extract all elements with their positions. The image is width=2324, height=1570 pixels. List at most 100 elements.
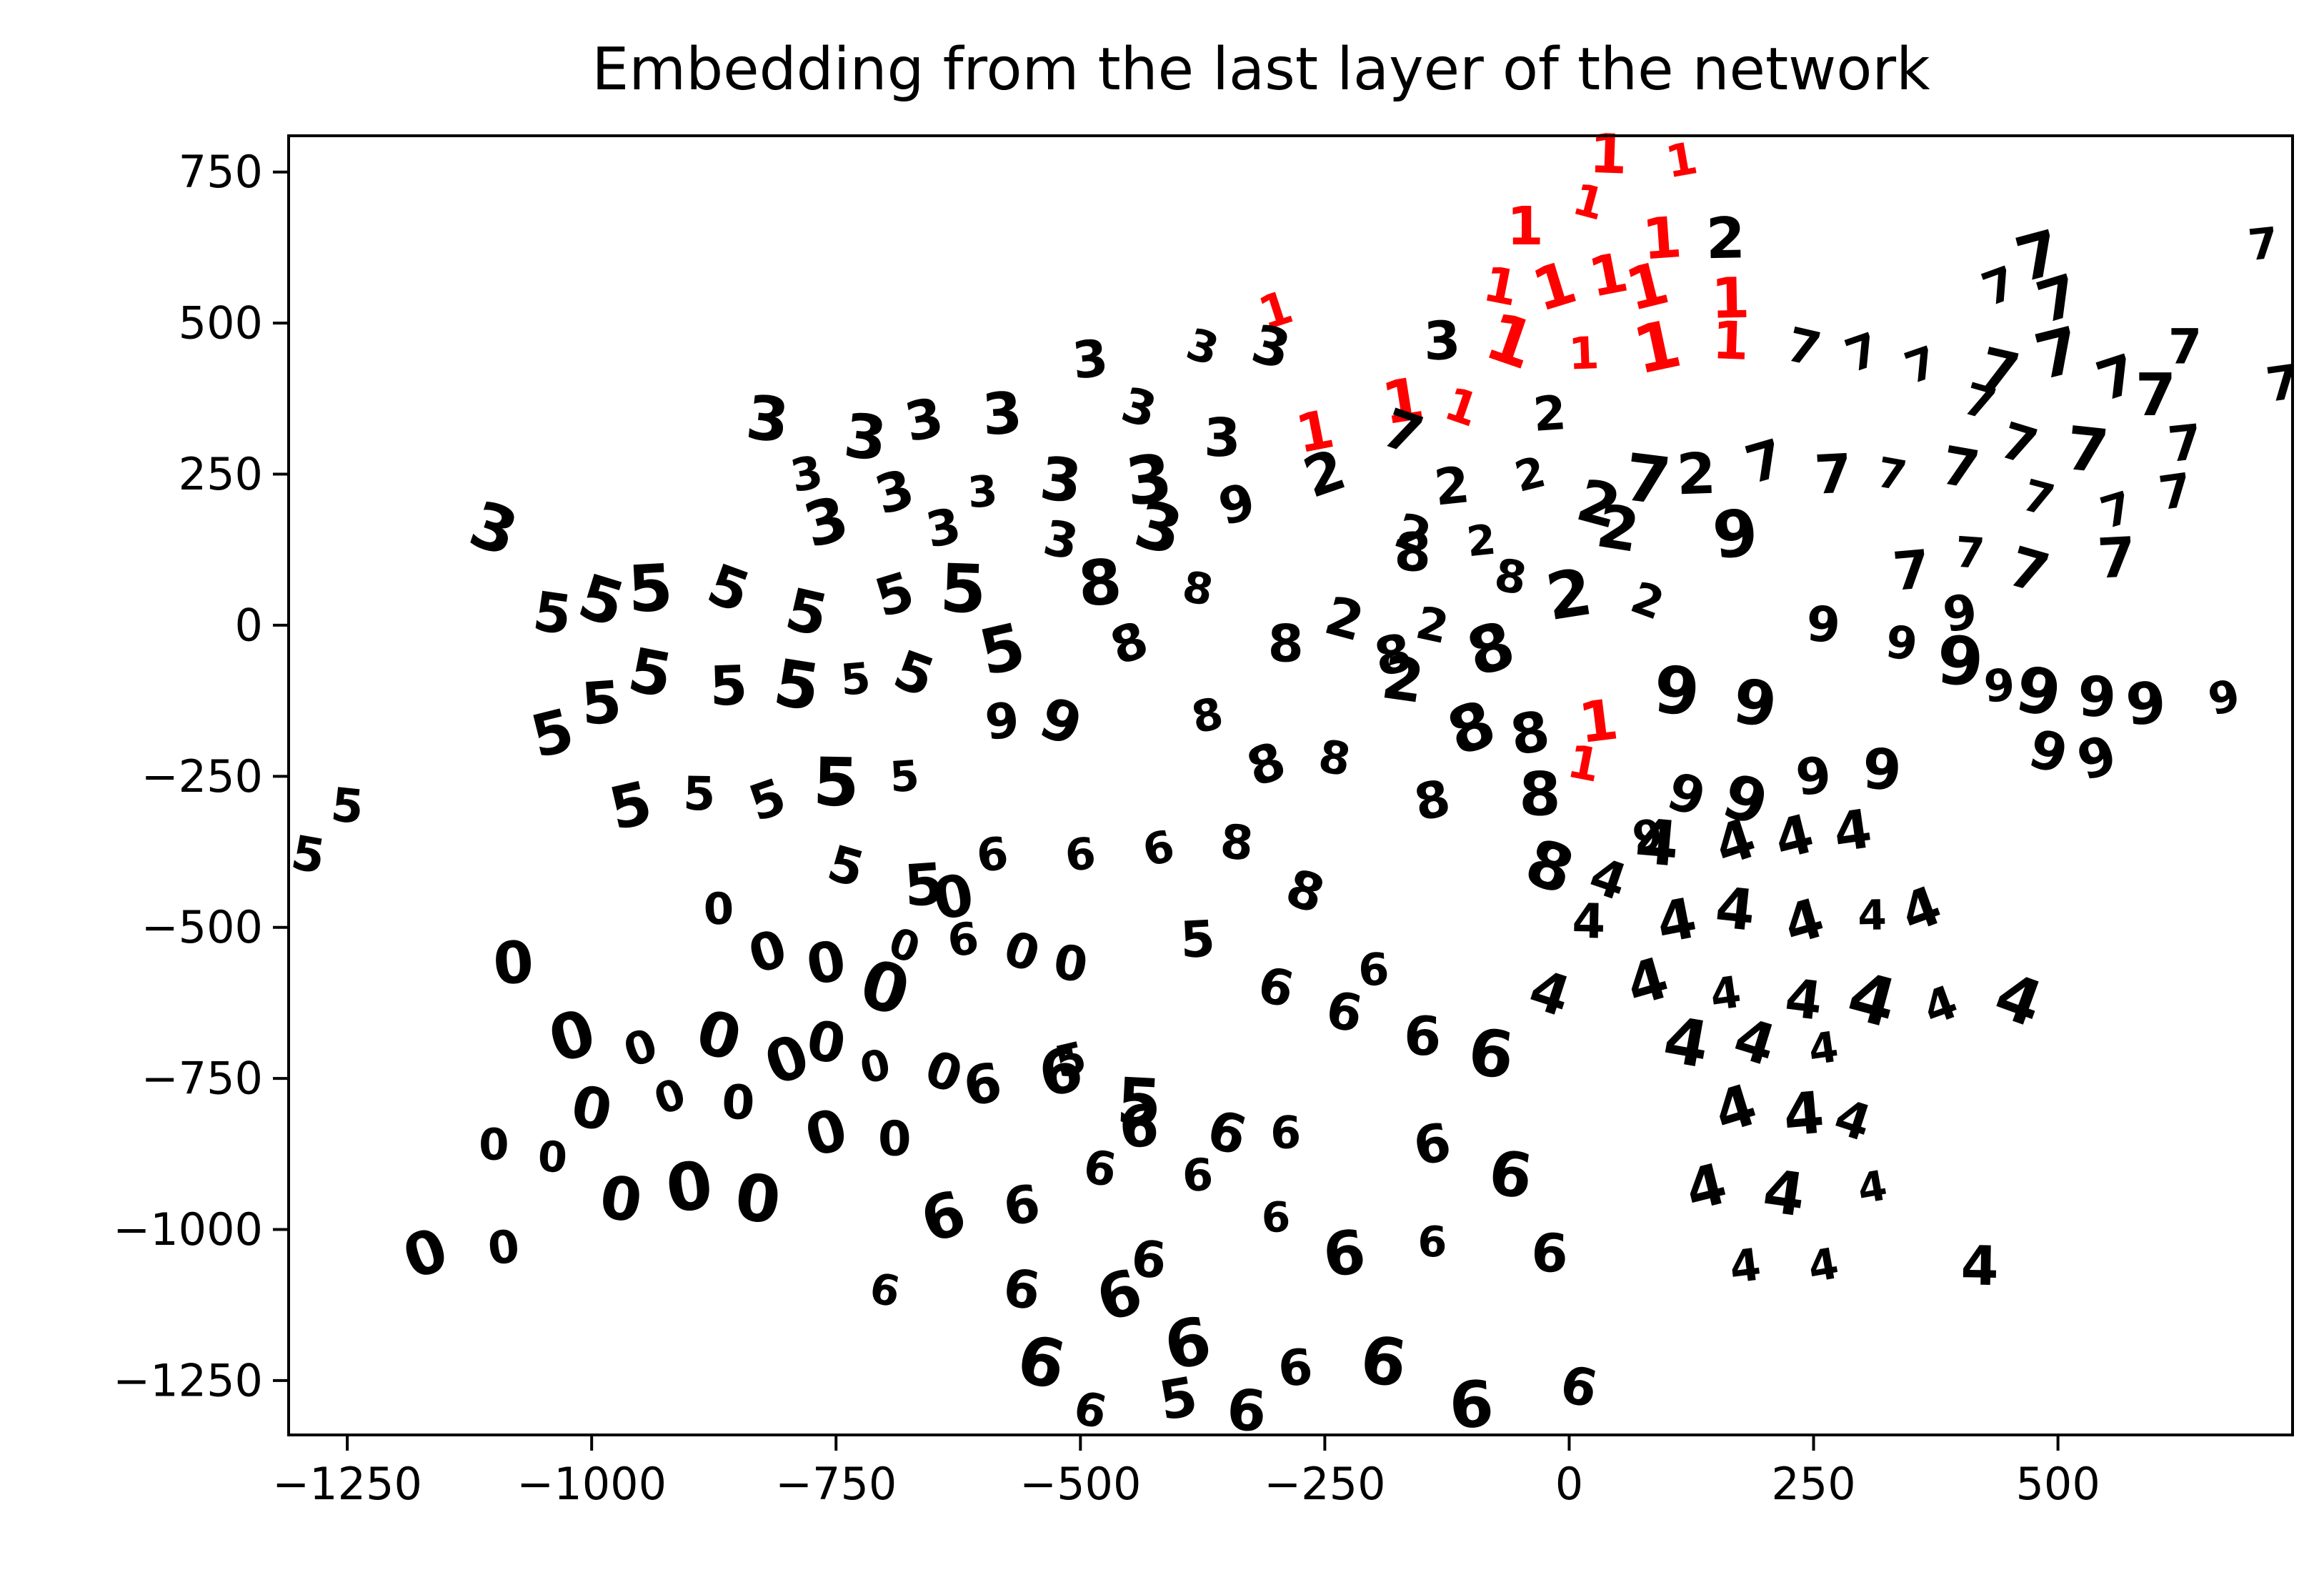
digit-point: 2 xyxy=(1432,455,1472,517)
digit-point: 0 xyxy=(703,883,735,935)
digit-point: 7 xyxy=(2263,354,2303,413)
digit-point: 6 xyxy=(1276,1338,1315,1398)
digit-point: 2 xyxy=(1675,441,1717,508)
digit-point: 6 xyxy=(1062,828,1098,882)
digit-point: 3 xyxy=(1069,328,1111,391)
digit-point: 6 xyxy=(1417,1217,1447,1266)
digit-point: 1 xyxy=(1710,267,1750,332)
digit-point: 7 xyxy=(2165,414,2205,474)
digit-point: 3 xyxy=(1422,310,1461,373)
y-tick-label: −1250 xyxy=(113,1354,263,1406)
digit-point: 7 xyxy=(2096,526,2138,592)
digit-point: 5 xyxy=(682,767,716,822)
x-tick-label: −750 xyxy=(775,1458,897,1510)
digit-point: 6 xyxy=(1356,1322,1411,1403)
y-tick-label: −250 xyxy=(141,750,263,803)
digit-point: 4 xyxy=(1707,967,1744,1021)
digit-point: 0 xyxy=(491,929,536,999)
digit-point: 3 xyxy=(1037,444,1085,517)
digit-point: 6 xyxy=(974,827,1011,883)
digit-point: 9 xyxy=(1935,622,1986,702)
digit-point: 9 xyxy=(1729,665,1781,742)
digit-point: 2 xyxy=(1465,515,1498,567)
chart-title: Embedding from the last layer of the net… xyxy=(592,36,1930,104)
digit-point: 0 xyxy=(537,1132,569,1183)
digit-point: 4 xyxy=(1727,1238,1764,1293)
x-tick-label: 500 xyxy=(2015,1458,2100,1510)
digit-point: 6 xyxy=(1447,1366,1495,1443)
digit-point: 9 xyxy=(1709,495,1761,575)
digit-point: 6 xyxy=(1485,1137,1537,1213)
digit-point: 1 xyxy=(1567,327,1600,379)
digit-point: 7 xyxy=(1620,440,1675,520)
axes-frame xyxy=(287,134,2294,1436)
digit-point: 6 xyxy=(1465,1014,1518,1094)
y-tick-label: 500 xyxy=(179,297,263,349)
digit-point: 6 xyxy=(1357,943,1390,996)
digit-point: 3 xyxy=(841,400,890,475)
digit-point: 5 xyxy=(1114,1064,1163,1141)
digit-point: 2 xyxy=(1531,385,1567,442)
digit-point: 9 xyxy=(1651,652,1702,731)
digit-point: 4 xyxy=(1632,805,1682,881)
digit-point: 3 xyxy=(980,379,1024,449)
y-tick-label: 0 xyxy=(235,599,263,651)
digit-point: 7 xyxy=(1890,539,1932,603)
x-tick-label: 250 xyxy=(1771,1458,1855,1510)
digit-point: 5 xyxy=(839,653,873,705)
digit-point: 9 xyxy=(1630,810,1665,863)
digit-point: 0 xyxy=(662,1146,717,1228)
digit-point: 6 xyxy=(1129,1229,1169,1291)
digit-point: 5 xyxy=(709,653,749,718)
digit-point: 9 xyxy=(1861,737,1903,804)
y-tick-label: −750 xyxy=(141,1053,263,1105)
digit-point: 6 xyxy=(1270,1107,1301,1159)
digit-point: 9 xyxy=(982,692,1022,752)
digit-point: 4 xyxy=(1805,1022,1841,1075)
digit-point: 5 xyxy=(812,743,860,821)
x-axis: −1250 −1000 −750 −500 −250 0 250 500 xyxy=(272,1435,2100,1510)
digit-point: 0 xyxy=(485,1220,522,1276)
digit-point: 6 xyxy=(1403,1004,1442,1068)
digit-point: 7 xyxy=(2246,218,2281,271)
digit-point: 5 xyxy=(939,550,987,628)
digit-point: 1 xyxy=(1711,310,1750,372)
digit-point: 0 xyxy=(479,1120,509,1171)
digit-point: 9 xyxy=(2123,669,2169,738)
digit-point: 8 xyxy=(1268,613,1304,673)
digit-point: 8 xyxy=(1076,545,1124,621)
y-tick-label: −500 xyxy=(141,901,263,953)
digit-point: 1 xyxy=(1507,196,1544,257)
digit-point: 3 xyxy=(1122,439,1177,521)
x-tick-label: −1250 xyxy=(272,1458,422,1510)
y-tick-label: 750 xyxy=(179,146,263,198)
digit-point: 6 xyxy=(1530,1222,1569,1285)
x-tick-label: −500 xyxy=(1019,1458,1141,1510)
digit-point: 6 xyxy=(944,912,982,968)
x-tick-label: −1000 xyxy=(517,1458,667,1510)
digit-point: 5 xyxy=(529,579,576,647)
digit-point: 0 xyxy=(731,1159,784,1239)
digit-point: 9 xyxy=(1805,596,1842,654)
digit-point: 5 xyxy=(1179,909,1217,969)
x-tick-label: −250 xyxy=(1264,1458,1385,1510)
digit-point: 4 xyxy=(1572,893,1606,950)
digit-point: 4 xyxy=(1857,890,1887,940)
digit-point: 8 xyxy=(1393,522,1432,585)
digit-point: 7 xyxy=(2168,319,2202,375)
digit-point: 3 xyxy=(1204,407,1241,469)
y-tick-label: −1000 xyxy=(113,1203,263,1256)
digit-point: 7 xyxy=(2135,362,2176,429)
digit-point: 4 xyxy=(1782,967,1826,1033)
digit-point: 5 xyxy=(579,669,624,739)
digit-point: 9 xyxy=(1882,615,1921,671)
digit-point: 1 xyxy=(1588,121,1628,187)
digit-point: 6 xyxy=(1320,1216,1370,1291)
digit-point: 2 xyxy=(1378,642,1429,717)
digit-point: 6 xyxy=(1117,1093,1160,1161)
digit-point: 4 xyxy=(1759,1156,1810,1231)
digit-point: 5 xyxy=(626,550,674,627)
x-tick-label: 0 xyxy=(1555,1458,1583,1510)
